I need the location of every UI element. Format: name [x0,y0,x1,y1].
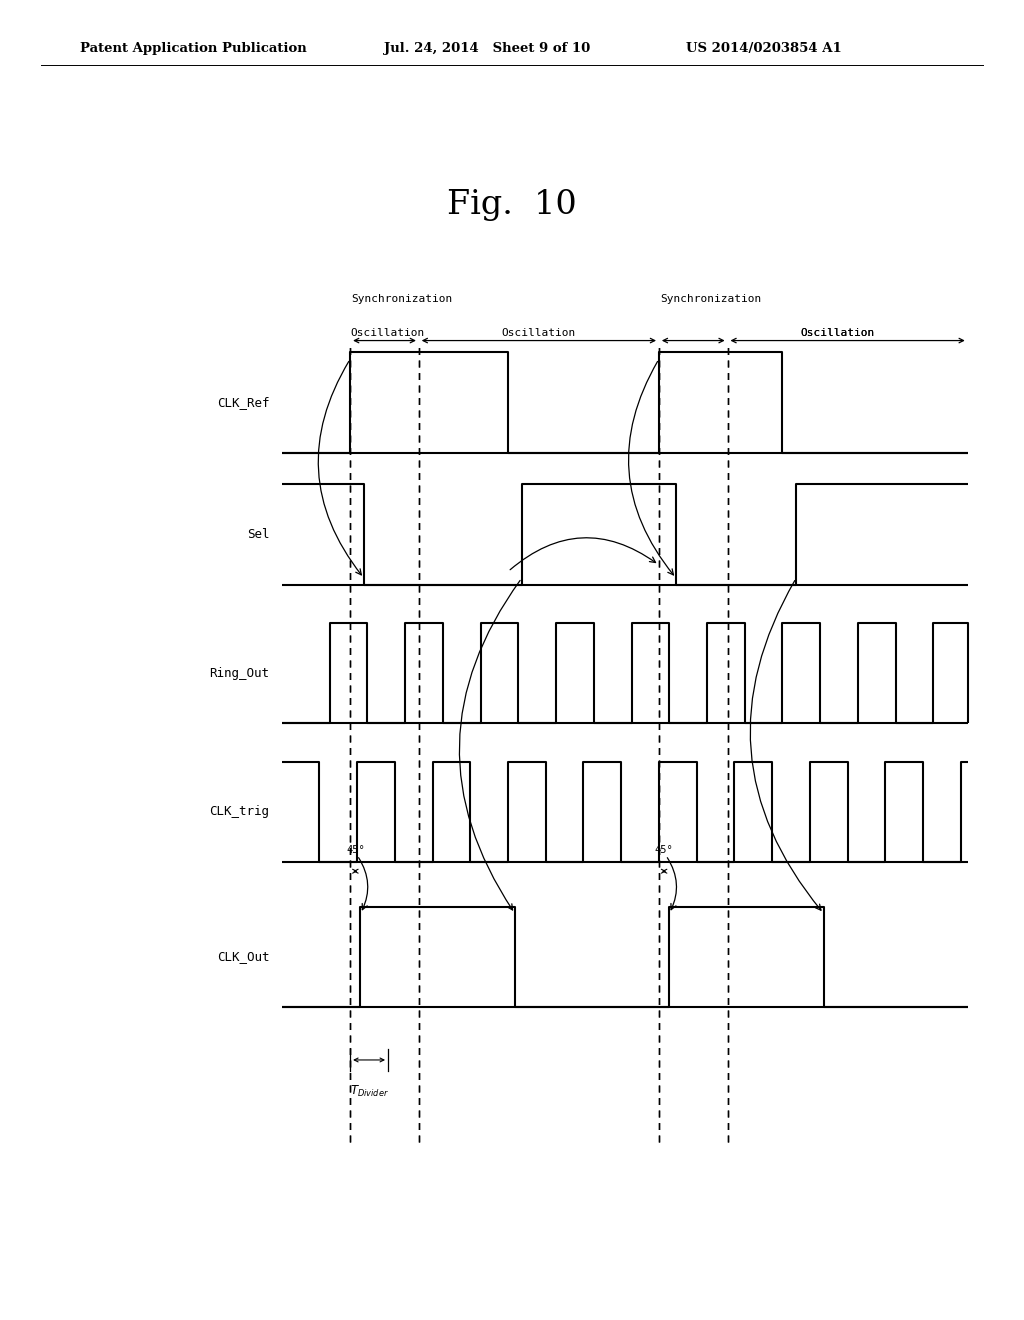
Text: Jul. 24, 2014   Sheet 9 of 10: Jul. 24, 2014 Sheet 9 of 10 [384,42,590,55]
Text: CLK_Ref: CLK_Ref [217,396,269,409]
Text: Sel: Sel [247,528,269,541]
Text: Oscillation: Oscillation [800,327,874,338]
Text: Oscillation: Oscillation [502,327,577,338]
Text: Synchronization: Synchronization [660,293,762,304]
Text: CLK_Out: CLK_Out [217,950,269,964]
Text: Oscillation: Oscillation [800,327,874,338]
Text: Fig.  10: Fig. 10 [447,189,577,220]
Text: CLK_trig: CLK_trig [209,805,269,818]
Text: Ring_Out: Ring_Out [209,667,269,680]
Text: Synchronization: Synchronization [351,293,453,304]
Text: $T_{Divider}$: $T_{Divider}$ [349,1084,388,1098]
Text: 45°: 45° [346,845,366,855]
Text: US 2014/0203854 A1: US 2014/0203854 A1 [686,42,842,55]
Text: Oscillation: Oscillation [351,327,425,338]
Text: 45°: 45° [654,845,674,855]
Text: Patent Application Publication: Patent Application Publication [80,42,306,55]
